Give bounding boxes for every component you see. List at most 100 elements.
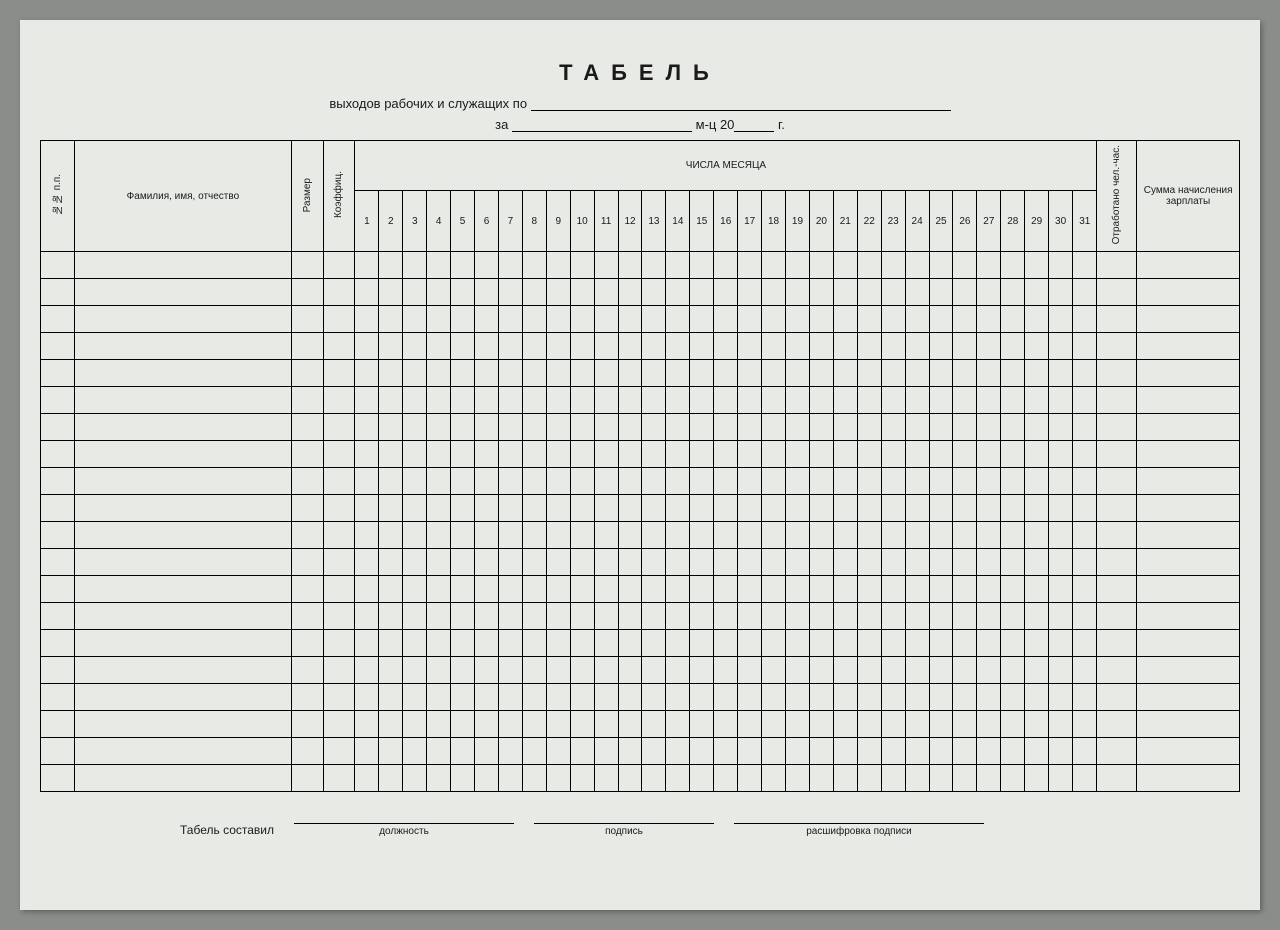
cell[interactable] bbox=[881, 711, 905, 738]
cell[interactable] bbox=[451, 279, 475, 306]
cell[interactable] bbox=[642, 252, 666, 279]
cell[interactable] bbox=[594, 630, 618, 657]
cell[interactable] bbox=[41, 414, 75, 441]
cell[interactable] bbox=[762, 738, 786, 765]
cell[interactable] bbox=[714, 738, 738, 765]
cell[interactable] bbox=[323, 333, 355, 360]
cell[interactable] bbox=[929, 684, 953, 711]
cell[interactable] bbox=[498, 630, 522, 657]
cell[interactable] bbox=[929, 360, 953, 387]
cell[interactable] bbox=[642, 684, 666, 711]
cell[interactable] bbox=[1073, 657, 1097, 684]
cell[interactable] bbox=[451, 333, 475, 360]
cell[interactable] bbox=[75, 387, 291, 414]
cell[interactable] bbox=[977, 441, 1001, 468]
cell[interactable] bbox=[41, 684, 75, 711]
cell[interactable] bbox=[762, 441, 786, 468]
cell[interactable] bbox=[929, 603, 953, 630]
cell[interactable] bbox=[546, 630, 570, 657]
cell[interactable] bbox=[1049, 603, 1073, 630]
cell[interactable] bbox=[786, 252, 810, 279]
cell[interactable] bbox=[427, 684, 451, 711]
cell[interactable] bbox=[953, 765, 977, 792]
cell[interactable] bbox=[690, 765, 714, 792]
cell[interactable] bbox=[1001, 252, 1025, 279]
cell[interactable] bbox=[690, 630, 714, 657]
cell[interactable] bbox=[881, 549, 905, 576]
cell[interactable] bbox=[1025, 468, 1049, 495]
cell[interactable] bbox=[953, 441, 977, 468]
cell[interactable] bbox=[570, 738, 594, 765]
cell[interactable] bbox=[809, 495, 833, 522]
cell[interactable] bbox=[690, 603, 714, 630]
cell[interactable] bbox=[427, 657, 451, 684]
cell[interactable] bbox=[403, 738, 427, 765]
cell[interactable] bbox=[905, 522, 929, 549]
cell[interactable] bbox=[41, 765, 75, 792]
cell[interactable] bbox=[1097, 657, 1137, 684]
cell[interactable] bbox=[570, 252, 594, 279]
cell[interactable] bbox=[833, 387, 857, 414]
cell[interactable] bbox=[905, 279, 929, 306]
cell[interactable] bbox=[594, 360, 618, 387]
cell[interactable] bbox=[642, 549, 666, 576]
cell[interactable] bbox=[905, 549, 929, 576]
cell[interactable] bbox=[1137, 522, 1240, 549]
cell[interactable] bbox=[1137, 765, 1240, 792]
cell[interactable] bbox=[642, 360, 666, 387]
cell[interactable] bbox=[570, 630, 594, 657]
cell[interactable] bbox=[1097, 468, 1137, 495]
cell[interactable] bbox=[786, 333, 810, 360]
cell[interactable] bbox=[1001, 279, 1025, 306]
cell[interactable] bbox=[857, 306, 881, 333]
cell[interactable] bbox=[618, 711, 642, 738]
cell[interactable] bbox=[833, 576, 857, 603]
cell[interactable] bbox=[546, 279, 570, 306]
cell[interactable] bbox=[594, 657, 618, 684]
cell[interactable] bbox=[546, 522, 570, 549]
cell[interactable] bbox=[642, 576, 666, 603]
cell[interactable] bbox=[1049, 657, 1073, 684]
cell[interactable] bbox=[690, 279, 714, 306]
cell[interactable] bbox=[1137, 279, 1240, 306]
cell[interactable] bbox=[929, 495, 953, 522]
cell[interactable] bbox=[905, 738, 929, 765]
cell[interactable] bbox=[291, 387, 323, 414]
cell[interactable] bbox=[833, 522, 857, 549]
cell[interactable] bbox=[977, 279, 1001, 306]
cell[interactable] bbox=[786, 630, 810, 657]
cell[interactable] bbox=[379, 522, 403, 549]
cell[interactable] bbox=[355, 522, 379, 549]
cell[interactable] bbox=[642, 765, 666, 792]
cell[interactable] bbox=[546, 252, 570, 279]
cell[interactable] bbox=[690, 576, 714, 603]
cell[interactable] bbox=[642, 387, 666, 414]
cell[interactable] bbox=[714, 684, 738, 711]
cell[interactable] bbox=[546, 441, 570, 468]
cell[interactable] bbox=[291, 495, 323, 522]
cell[interactable] bbox=[618, 414, 642, 441]
cell[interactable] bbox=[714, 306, 738, 333]
cell[interactable] bbox=[857, 711, 881, 738]
cell[interactable] bbox=[427, 360, 451, 387]
cell[interactable] bbox=[809, 711, 833, 738]
cell[interactable] bbox=[355, 657, 379, 684]
cell[interactable] bbox=[690, 360, 714, 387]
year-blank[interactable] bbox=[734, 118, 774, 132]
cell[interactable] bbox=[881, 360, 905, 387]
cell[interactable] bbox=[355, 549, 379, 576]
cell[interactable] bbox=[1001, 522, 1025, 549]
cell[interactable] bbox=[379, 549, 403, 576]
cell[interactable] bbox=[355, 603, 379, 630]
cell[interactable] bbox=[475, 657, 499, 684]
cell[interactable] bbox=[1073, 711, 1097, 738]
cell[interactable] bbox=[762, 252, 786, 279]
cell[interactable] bbox=[666, 387, 690, 414]
cell[interactable] bbox=[833, 468, 857, 495]
cell[interactable] bbox=[977, 711, 1001, 738]
cell[interactable] bbox=[642, 441, 666, 468]
cell[interactable] bbox=[1025, 441, 1049, 468]
cell[interactable] bbox=[690, 468, 714, 495]
cell[interactable] bbox=[881, 252, 905, 279]
cell[interactable] bbox=[594, 684, 618, 711]
